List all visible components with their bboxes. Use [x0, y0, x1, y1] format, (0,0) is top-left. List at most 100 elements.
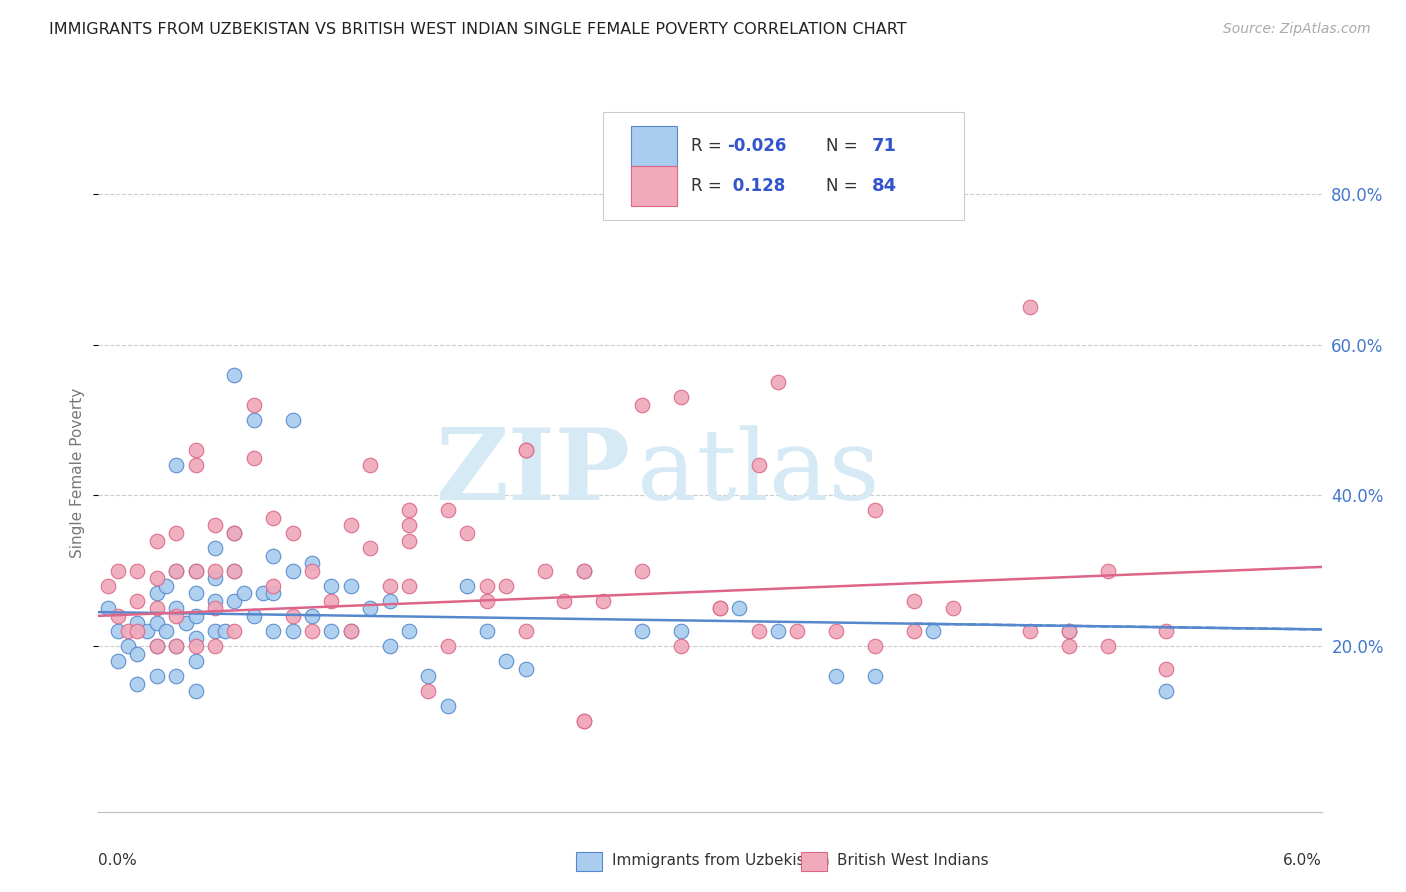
Point	[165, 526, 187, 541]
Text: 71: 71	[872, 137, 897, 155]
Point	[117, 639, 139, 653]
Point	[437, 639, 460, 653]
Point	[321, 579, 343, 593]
Point	[398, 503, 420, 517]
Point	[145, 616, 167, 631]
Point	[1097, 564, 1119, 578]
Point	[418, 669, 440, 683]
Point	[709, 601, 731, 615]
Point	[534, 564, 557, 578]
Point	[359, 601, 381, 615]
Text: 0.0%: 0.0%	[98, 854, 138, 868]
Point	[281, 526, 304, 541]
Point	[184, 632, 207, 646]
Point	[631, 398, 654, 412]
Point	[145, 601, 167, 615]
Point	[127, 624, 149, 638]
Text: R =: R =	[692, 137, 727, 155]
Text: IMMIGRANTS FROM UZBEKISTAN VS BRITISH WEST INDIAN SINGLE FEMALE POVERTY CORRELAT: IMMIGRANTS FROM UZBEKISTAN VS BRITISH WE…	[49, 22, 907, 37]
Point	[592, 594, 614, 608]
Point	[155, 579, 177, 593]
Point	[224, 594, 246, 608]
Point	[242, 450, 264, 465]
Point	[242, 398, 264, 412]
Point	[1057, 624, 1080, 638]
Point	[456, 526, 478, 541]
Point	[127, 594, 149, 608]
Point	[1057, 639, 1080, 653]
Point	[301, 624, 323, 638]
Point	[262, 511, 284, 525]
Point	[572, 714, 595, 729]
Point	[321, 594, 343, 608]
Text: 84: 84	[872, 177, 897, 195]
Point	[184, 639, 207, 653]
Point	[165, 458, 187, 473]
Point	[127, 676, 149, 690]
Point	[572, 564, 595, 578]
Point	[475, 579, 498, 593]
Point	[515, 624, 537, 638]
Text: R =: R =	[692, 177, 727, 195]
Point	[572, 714, 595, 729]
Point	[398, 579, 420, 593]
Point	[398, 518, 420, 533]
Point	[252, 586, 274, 600]
Point	[97, 579, 120, 593]
Point	[418, 684, 440, 698]
Point	[359, 458, 381, 473]
Point	[863, 639, 886, 653]
Point	[572, 564, 595, 578]
Y-axis label: Single Female Poverty: Single Female Poverty	[70, 388, 86, 558]
Point	[117, 624, 139, 638]
Text: N =: N =	[825, 137, 863, 155]
Point	[515, 443, 537, 458]
Text: atlas: atlas	[637, 425, 879, 521]
Point	[669, 391, 692, 405]
Point	[107, 608, 129, 623]
Point	[903, 624, 925, 638]
Point	[184, 564, 207, 578]
Point	[184, 654, 207, 668]
Point	[922, 624, 945, 638]
Text: Immigrants from Uzbekistan: Immigrants from Uzbekistan	[612, 854, 830, 868]
Point	[515, 662, 537, 676]
Point	[224, 564, 246, 578]
Point	[340, 579, 363, 593]
Point	[145, 533, 167, 548]
Point	[378, 579, 401, 593]
Point	[204, 601, 226, 615]
Point	[107, 654, 129, 668]
Text: 6.0%: 6.0%	[1282, 854, 1322, 868]
Point	[184, 443, 207, 458]
Point	[204, 624, 226, 638]
Point	[224, 368, 246, 382]
Point	[224, 624, 246, 638]
Point	[340, 518, 363, 533]
Point	[204, 639, 226, 653]
Point	[728, 601, 751, 615]
Point	[378, 639, 401, 653]
Point	[398, 533, 420, 548]
Point	[107, 624, 129, 638]
Point	[184, 564, 207, 578]
Point	[359, 541, 381, 555]
Point	[495, 654, 517, 668]
Point	[863, 669, 886, 683]
Point	[942, 601, 965, 615]
Point	[242, 608, 264, 623]
Point	[165, 608, 187, 623]
Point	[204, 564, 226, 578]
Point	[786, 624, 808, 638]
Point	[766, 376, 789, 390]
Point	[863, 503, 886, 517]
Point	[1019, 300, 1042, 314]
Point	[224, 526, 246, 541]
Point	[669, 624, 692, 638]
Point	[475, 594, 498, 608]
Point	[631, 624, 654, 638]
Point	[184, 458, 207, 473]
Point	[766, 624, 789, 638]
Point	[1097, 639, 1119, 653]
Text: 0.128: 0.128	[727, 177, 785, 195]
